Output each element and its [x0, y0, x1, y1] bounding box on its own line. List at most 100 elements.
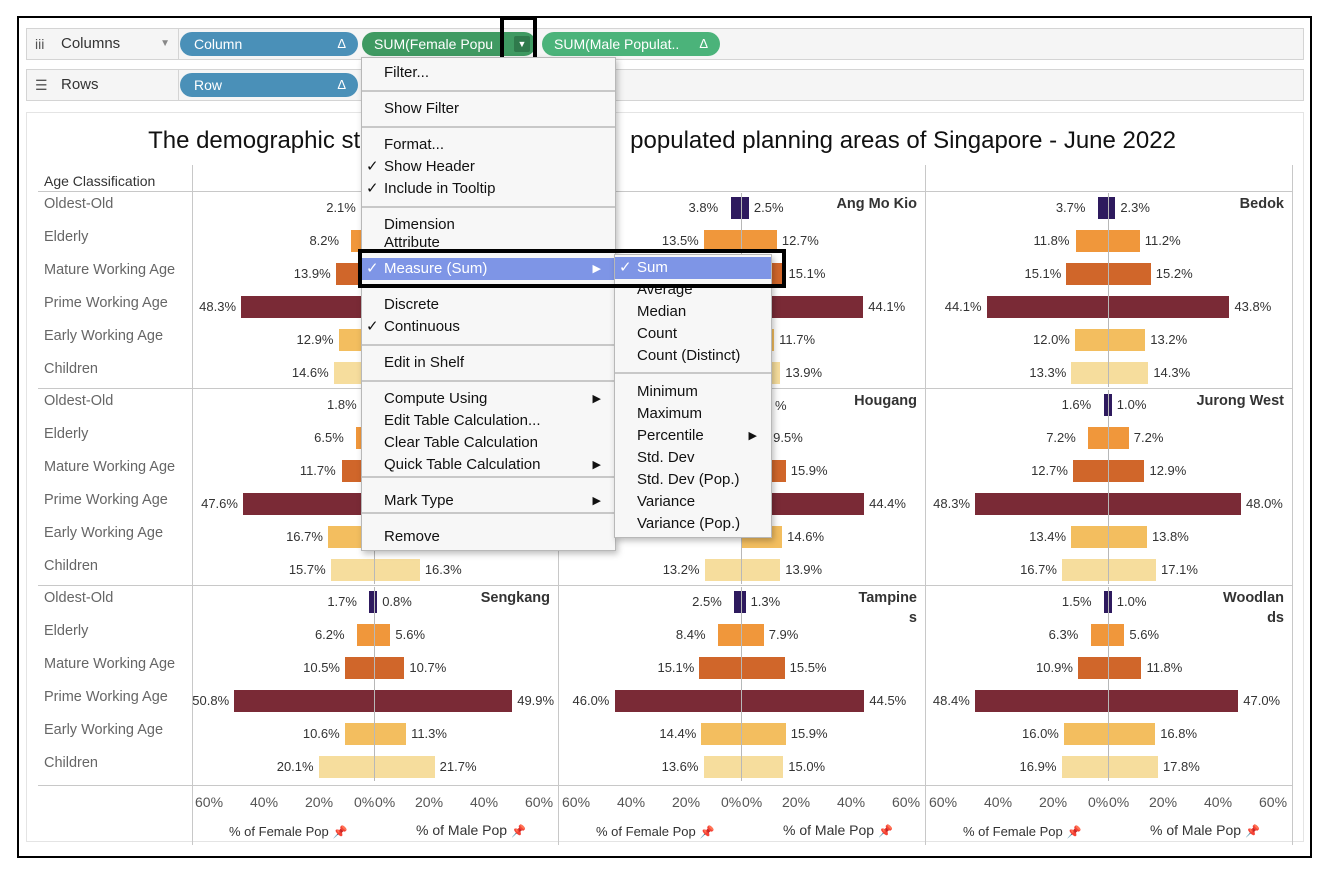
- checkmark-icon: ✓: [366, 158, 379, 175]
- male-axis-title: % of Male Pop 📌: [783, 822, 894, 838]
- delta-icon: Δ: [699, 36, 708, 51]
- male-value-label: 11.2%: [1144, 232, 1181, 248]
- female-value-label: 8.4%: [675, 626, 706, 642]
- menu-item-dimension[interactable]: Dimension: [362, 214, 615, 236]
- submenu-arrow-icon: ▶: [592, 263, 601, 275]
- submenu-item-maximum[interactable]: Maximum: [615, 403, 771, 425]
- menu-item-compute-using[interactable]: Compute Using ▶: [362, 388, 615, 410]
- menu-item-edit-table-calculation[interactable]: Edit Table Calculation...: [362, 410, 615, 432]
- female-value-label: 13.6%: [661, 758, 699, 774]
- menu-item-label: Measure (Sum): [384, 260, 488, 277]
- female-value-label: 16.9%: [1019, 758, 1057, 774]
- menu-item-show-filter[interactable]: Show Filter: [362, 98, 615, 120]
- pin-icon[interactable]: 📌: [699, 825, 715, 839]
- axis-tick-label: 60%: [195, 794, 224, 810]
- age-class-label: Early Working Age: [44, 327, 164, 344]
- female-pop-pill[interactable]: SUM(Female Popu ▼: [362, 32, 536, 56]
- area-name-label: Jurong West: [1196, 393, 1284, 409]
- menu-item-discrete[interactable]: Discrete: [362, 294, 615, 316]
- female-value-label: 16.7%: [286, 528, 323, 544]
- axis-tick-label: 60%: [562, 794, 591, 810]
- male-value-label: 15.9%: [790, 725, 828, 741]
- male-value-label: 1.0%: [1116, 397, 1147, 412]
- male-value-label: 15.2%: [1155, 265, 1193, 281]
- submenu-item-variance-pop[interactable]: Variance (Pop.): [615, 513, 771, 535]
- menu-separator: [362, 344, 615, 346]
- axis-tick-label: 0%: [721, 794, 742, 810]
- female-value-label: 1.5%: [1061, 594, 1092, 609]
- male-value-label: 12.7%: [781, 232, 819, 248]
- menu-item-label: Variance (Pop.): [637, 515, 741, 532]
- menu-item-filter[interactable]: Filter...: [362, 62, 615, 84]
- male-pop-pill[interactable]: SUM(Male Populat.. Δ: [542, 32, 720, 56]
- submenu-item-percentile[interactable]: Percentile ▶: [615, 425, 771, 447]
- column-pill[interactable]: Column Δ: [180, 32, 358, 56]
- pin-icon[interactable]: 📌: [1245, 824, 1261, 838]
- pill-dropdown-icon[interactable]: ▼: [514, 36, 530, 52]
- pin-icon[interactable]: 📌: [1066, 825, 1082, 839]
- menu-item-quick-table-calculation[interactable]: Quick Table Calculation ▶: [362, 454, 615, 476]
- menu-item-attribute[interactable]: Attribute: [362, 232, 615, 250]
- menu-item-continuous[interactable]: ✓ Continuous: [362, 316, 615, 338]
- male-bar: [375, 591, 378, 613]
- female-bar: [1073, 459, 1108, 482]
- submenu-item-variance[interactable]: Variance: [615, 491, 771, 513]
- submenu-item-median[interactable]: Median: [615, 301, 771, 323]
- female-value-label: 13.4%: [1029, 528, 1067, 544]
- female-value-label: 6.2%: [314, 626, 345, 642]
- menu-item-include-in-tooltip[interactable]: ✓ Include in Tooltip: [362, 178, 615, 200]
- submenu-item-count-distinct[interactable]: Count (Distinct): [615, 345, 771, 367]
- male-bar: [375, 755, 435, 778]
- male-value-label: 17.8%: [1162, 758, 1200, 774]
- male-value-label: 5.6%: [1129, 626, 1160, 642]
- menu-item-format[interactable]: Format...: [362, 134, 615, 156]
- menu-item-edit-in-shelf[interactable]: Edit in Shelf: [362, 352, 615, 374]
- male-bar: [1109, 328, 1146, 351]
- male-value-label: 44.5%: [869, 692, 907, 708]
- menu-separator: [362, 380, 615, 382]
- male-value-label: 15.9%: [790, 462, 828, 478]
- male-bar: [742, 722, 786, 745]
- axis-tick-label: 60%: [525, 794, 554, 810]
- menu-separator: [615, 372, 771, 374]
- header-divider: [38, 191, 1292, 192]
- male-bar: [742, 755, 784, 778]
- menu-item-label: Count: [637, 325, 678, 342]
- axis-tick-label: 40%: [470, 794, 499, 810]
- submenu-item-sum[interactable]: ✓ Sum: [615, 257, 771, 279]
- female-value-label: 11.8%: [1033, 232, 1070, 248]
- male-bar: [1109, 262, 1151, 285]
- menu-item-show-header[interactable]: ✓ Show Header: [362, 156, 615, 178]
- male-bar: [1109, 492, 1241, 515]
- columns-shelf-label: iii Columns ▼: [27, 29, 179, 59]
- female-value-label: 13.2%: [662, 561, 700, 577]
- axis-tick-label: 0%: [1109, 794, 1130, 810]
- male-bar: [375, 689, 513, 712]
- female-value-label: 7.2%: [1046, 429, 1076, 445]
- pin-icon[interactable]: 📌: [332, 825, 348, 839]
- female-bar: [701, 722, 741, 745]
- submenu-item-count[interactable]: Count: [615, 323, 771, 345]
- male-bar: [375, 623, 391, 646]
- menu-item-measure-sum[interactable]: ✓ Measure (Sum) ▶: [362, 258, 615, 280]
- age-class-label: Children: [44, 557, 98, 574]
- pin-icon[interactable]: 📌: [878, 824, 894, 838]
- female-value-label: 8.2%: [309, 232, 340, 248]
- measure-highlight-box: [358, 249, 786, 288]
- zero-line: [374, 587, 375, 781]
- menu-item-label: Count (Distinct): [637, 347, 741, 364]
- menu-item-remove[interactable]: Remove: [362, 526, 615, 548]
- female-value-label: 46.0%: [572, 692, 610, 708]
- menu-item-mark-type[interactable]: Mark Type ▶: [362, 490, 615, 512]
- male-value-label: 47.0%: [1243, 692, 1281, 708]
- row-pill[interactable]: Row Δ: [180, 73, 358, 97]
- submenu-item-std-dev[interactable]: Std. Dev: [615, 447, 771, 469]
- menu-item-clear-table-calculation[interactable]: Clear Table Calculation: [362, 432, 615, 454]
- pin-icon[interactable]: 📌: [511, 824, 527, 838]
- submenu-item-minimum[interactable]: Minimum: [615, 381, 771, 403]
- age-class-label: Elderly: [44, 622, 89, 639]
- submenu-item-std-dev-pop[interactable]: Std. Dev (Pop.): [615, 469, 771, 491]
- female-value-label: 6.3%: [1048, 626, 1079, 642]
- chevron-down-icon[interactable]: ▼: [160, 38, 170, 49]
- male-bar: [1109, 229, 1140, 252]
